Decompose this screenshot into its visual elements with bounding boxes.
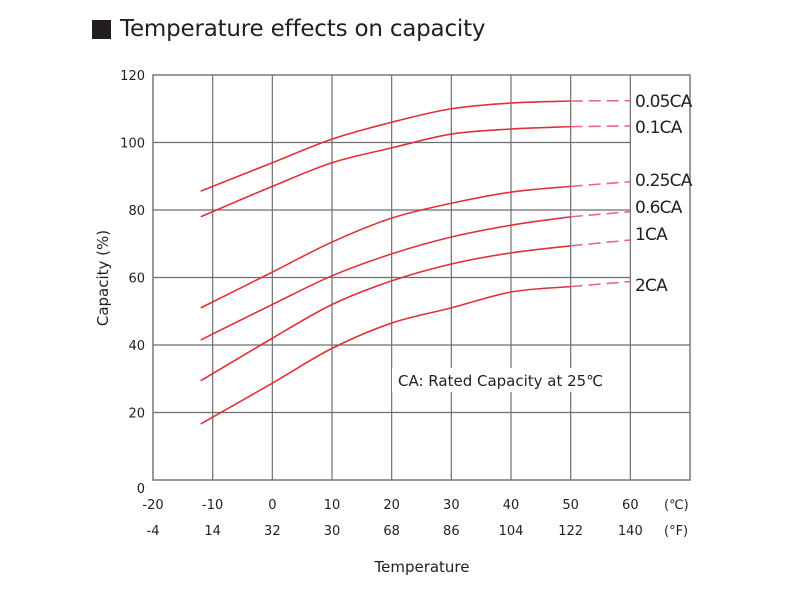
- title-square-icon: [92, 19, 111, 39]
- x-tick-label-celsius: -20: [142, 498, 163, 513]
- annotation-background: [392, 368, 612, 392]
- series-label: 0.05CA: [635, 92, 693, 112]
- y-tick-label: 0: [137, 482, 145, 497]
- series-extrapolated-0_25CA: [570, 180, 631, 188]
- y-tick-label: 100: [120, 137, 145, 152]
- y-tick-label: 40: [128, 339, 145, 354]
- x-tick-label-fahrenheit: 30: [324, 524, 341, 539]
- y-tick-label: 20: [128, 407, 145, 422]
- x-tick-label-celsius: 40: [503, 498, 520, 513]
- x-axis-label: Temperature: [373, 558, 469, 576]
- x-tick-label-celsius: 50: [562, 498, 579, 513]
- series-extrapolated-1CA: [570, 239, 631, 247]
- x-tick-label-celsius: 20: [383, 498, 400, 513]
- x-tick-label-fahrenheit: 68: [383, 524, 400, 539]
- x-tick-label-fahrenheit: 140: [618, 524, 643, 539]
- y-tick-label: 120: [120, 69, 145, 84]
- x-tick-label-celsius: 60: [622, 498, 639, 513]
- annotation-text: CA: Rated Capacity at 25℃: [398, 372, 603, 390]
- x-tick-label-celsius: -10: [202, 498, 223, 513]
- x-tick-label-fahrenheit: 104: [499, 524, 524, 539]
- series-label: 0.25CA: [635, 171, 693, 191]
- x-tick-label-fahrenheit: 32: [264, 524, 281, 539]
- x-unit-celsius: (℃): [664, 498, 689, 513]
- x-tick-label-celsius: 10: [324, 498, 341, 513]
- x-tick-labels: -20-4-1014032103020683086401045012260140…: [142, 498, 688, 539]
- x-tick-label-fahrenheit: -4: [147, 524, 160, 539]
- series-labels: 0.05CA 0.1CA 0.25CA 0.6CA 1CA 2CA: [635, 92, 694, 296]
- y-tick-label: 80: [128, 204, 145, 219]
- grid: [152, 74, 691, 481]
- x-tick-label-celsius: 0: [268, 498, 276, 513]
- chart-title: Temperature effects on capacity: [92, 16, 486, 42]
- annotation-group: CA: Rated Capacity at 25℃: [392, 368, 612, 392]
- y-tick-labels: 0 20 40 60 80 100 120: [120, 69, 145, 497]
- y-tick-label: 60: [128, 272, 145, 287]
- series-label: 1CA: [635, 225, 668, 245]
- series-line-0_6CA: [200, 215, 571, 341]
- chart-title-text: Temperature effects on capacity: [120, 16, 486, 42]
- series-label: 0.6CA: [635, 198, 683, 218]
- series-extrapolated-0_6CA: [570, 210, 631, 218]
- x-tick-label-celsius: 30: [443, 498, 460, 513]
- x-tick-label-fahrenheit: 14: [204, 524, 221, 539]
- y-axis-label: Capacity (%): [94, 230, 112, 326]
- series-line-0_25CA: [200, 185, 571, 309]
- series-extrapolated-2CA: [570, 280, 631, 288]
- series-extrapolated-0_1CA: [570, 125, 631, 128]
- curves: [200, 99, 631, 425]
- series-label: 2CA: [635, 276, 668, 296]
- series-line-0_05CA: [200, 100, 571, 192]
- series-line-2CA: [200, 285, 571, 425]
- x-unit-fahrenheit: (°F): [664, 524, 688, 539]
- series-line-1CA: [200, 244, 571, 382]
- x-tick-label-fahrenheit: 122: [558, 524, 583, 539]
- series-label: 0.1CA: [635, 118, 683, 138]
- series-line-0_1CA: [200, 125, 571, 218]
- x-tick-label-fahrenheit: 86: [443, 524, 460, 539]
